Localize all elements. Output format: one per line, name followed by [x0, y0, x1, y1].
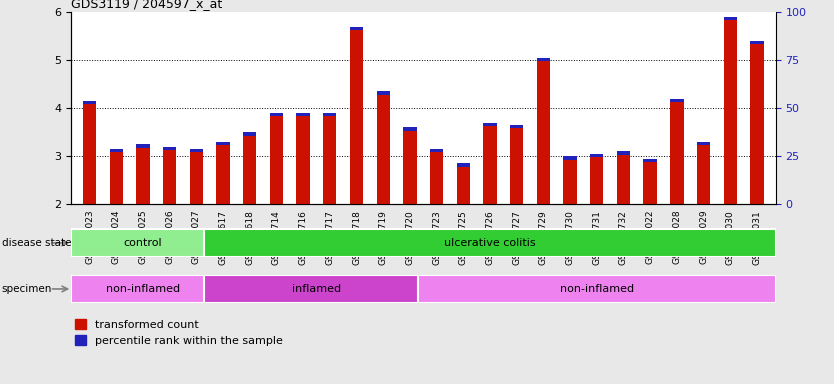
Text: GDS3119 / 204597_x_at: GDS3119 / 204597_x_at [71, 0, 222, 10]
Bar [537, 58, 550, 61]
Bar [644, 161, 657, 204]
Bar [204, 229, 776, 257]
Bar [163, 147, 176, 150]
Bar [484, 124, 497, 204]
Bar [204, 275, 429, 303]
Bar [83, 101, 96, 104]
Bar [537, 60, 550, 204]
Text: inflamed: inflamed [292, 284, 341, 294]
Bar [296, 115, 309, 204]
Bar [430, 151, 444, 204]
Bar [349, 28, 363, 204]
Bar [269, 113, 283, 116]
Bar [323, 113, 336, 116]
Bar [617, 153, 631, 204]
Bar [430, 149, 444, 152]
Bar [644, 159, 657, 162]
Bar [590, 156, 604, 204]
Bar [216, 144, 229, 204]
Bar [269, 115, 283, 204]
Text: ulcerative colitis: ulcerative colitis [445, 238, 535, 248]
Bar [617, 151, 631, 155]
Bar [403, 129, 416, 204]
Bar [189, 149, 203, 152]
Bar [697, 144, 711, 204]
Bar [323, 115, 336, 204]
Bar [751, 41, 764, 45]
Bar [216, 142, 229, 145]
Text: disease state: disease state [2, 238, 71, 248]
Text: control: control [123, 238, 163, 248]
Bar [590, 154, 604, 157]
Bar [243, 132, 256, 136]
Bar [243, 134, 256, 204]
Bar [457, 165, 470, 204]
Bar [697, 142, 711, 145]
Bar [296, 113, 309, 116]
Bar [418, 275, 776, 303]
Bar [484, 122, 497, 126]
Text: non-inflamed: non-inflamed [560, 284, 634, 294]
Bar [136, 146, 149, 204]
Bar [71, 229, 215, 257]
Bar [510, 125, 524, 128]
Bar [163, 148, 176, 204]
Bar [109, 151, 123, 204]
Bar [189, 151, 203, 204]
Bar [83, 103, 96, 204]
Legend: transformed count, percentile rank within the sample: transformed count, percentile rank withi… [71, 315, 288, 350]
Bar [671, 100, 684, 204]
Bar [109, 149, 123, 152]
Bar [564, 158, 577, 204]
Bar [510, 127, 524, 204]
Text: non-inflamed: non-inflamed [106, 284, 180, 294]
Bar [671, 99, 684, 102]
Bar [724, 17, 737, 20]
Bar [751, 43, 764, 204]
Bar [403, 127, 416, 131]
Bar [724, 19, 737, 204]
Bar [136, 144, 149, 147]
Bar [376, 91, 389, 95]
Bar [349, 26, 363, 30]
Bar [71, 275, 215, 303]
Bar [457, 164, 470, 167]
Bar [564, 156, 577, 160]
Text: specimen: specimen [2, 284, 52, 294]
Bar [376, 93, 389, 204]
